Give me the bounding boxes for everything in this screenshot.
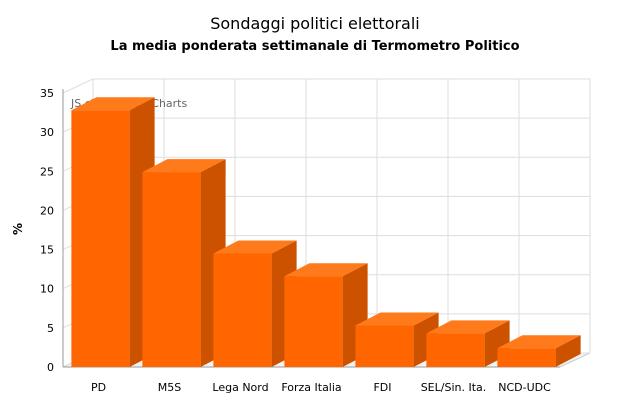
x-tick-label: PD — [91, 381, 106, 394]
x-tick-label: NCD-UDC — [498, 381, 551, 394]
bar-front — [355, 325, 414, 367]
y-tick-label: 5 — [47, 322, 54, 335]
x-tick-label: M5S — [158, 381, 181, 394]
bar-front — [426, 333, 485, 367]
bar-sel-sin-ita- — [426, 320, 510, 367]
gridline — [62, 78, 590, 94]
bar-front — [213, 253, 272, 367]
bar-front — [142, 172, 201, 367]
chart-title: Sondaggi politici elettorali — [210, 14, 420, 33]
bar-ncd-udc — [497, 335, 581, 367]
x-tick-label: Forza Italia — [281, 381, 341, 394]
y-tick-label: 20 — [40, 204, 54, 217]
x-tick-label: Lega Nord — [212, 381, 268, 394]
bar-pd — [71, 97, 155, 368]
y-tick-label: 10 — [40, 283, 54, 296]
bar-forza-italia — [284, 263, 368, 367]
bar-top — [355, 312, 439, 326]
bar-front — [71, 110, 130, 368]
bar-side — [555, 335, 581, 367]
bar-top — [213, 240, 297, 254]
y-tick-label: 15 — [40, 244, 54, 257]
y-tick-label: 35 — [40, 87, 54, 100]
bar-front — [284, 276, 343, 367]
x-tick-label: FDI — [373, 381, 391, 394]
y-tick-label: 30 — [40, 126, 54, 139]
bar-top — [71, 97, 155, 111]
bar-top — [284, 263, 368, 277]
chart-subtitle: La media ponderata settimanale di Termom… — [110, 39, 520, 54]
bar-top — [497, 335, 581, 349]
bar-top — [142, 159, 226, 173]
bar-top — [426, 320, 510, 334]
bar-fdi — [355, 312, 439, 367]
y-tick-label: 25 — [40, 165, 54, 178]
y-tick-label: 0 — [47, 361, 54, 374]
x-tick-label: SEL/Sin. Ita. — [421, 381, 487, 394]
bar-lega-nord — [213, 240, 297, 367]
bar-m5s — [142, 159, 226, 367]
bar-front — [497, 348, 556, 367]
